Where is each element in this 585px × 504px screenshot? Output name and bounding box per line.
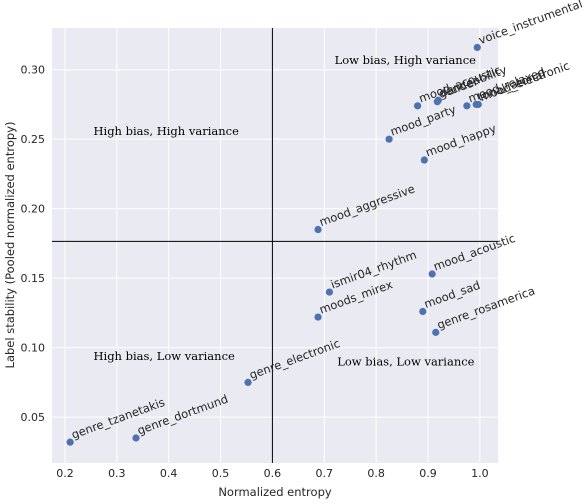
data-point	[66, 438, 74, 446]
x-tick-label: 0.4	[160, 467, 178, 480]
x-tick-label: 0.9	[419, 467, 437, 480]
quadrant-label: High bias, High variance	[93, 124, 239, 138]
reference-lines	[52, 28, 498, 463]
data-point	[314, 225, 322, 234]
x-tick-label: 0.6	[264, 467, 282, 480]
data-point	[432, 328, 440, 336]
data-point	[325, 288, 334, 296]
data-point	[433, 98, 441, 106]
data-point	[385, 135, 393, 143]
x-tick-label: 0.7	[316, 467, 334, 480]
data-point	[314, 313, 322, 321]
grid	[52, 28, 498, 463]
tick-labels: 0.2 0.3 0.4 0.5 0.6 0.7 0.8 0.9 1.0 0.05 0.10 0.15 0…	[21, 64, 489, 480]
data-point	[244, 378, 252, 386]
y-tick-label: 0.20	[21, 203, 46, 216]
data-point	[420, 156, 428, 164]
y-axis-label: Label stability (Pooled normalized entro…	[3, 122, 17, 369]
x-tick-label: 0.8	[367, 467, 385, 480]
data-point	[472, 100, 480, 109]
data-point	[414, 102, 422, 110]
x-tick-label: 0.5	[212, 467, 230, 480]
x-tick-label: 0.3	[108, 467, 126, 480]
x-axis-label: Normalized entropy	[218, 485, 332, 499]
data-point	[473, 43, 481, 52]
x-tick-label: 1.0	[471, 467, 489, 480]
y-tick-label: 0.05	[21, 411, 46, 424]
point-label: voice_instrumental	[477, 0, 585, 47]
data-points	[66, 43, 482, 446]
x-tick-label: 0.2	[56, 467, 74, 480]
y-tick-label: 0.30	[21, 64, 46, 77]
y-tick-label: 0.25	[21, 133, 46, 146]
data-point	[428, 270, 436, 278]
y-tick-label: 0.15	[21, 272, 46, 285]
quadrant-label: High bias, Low variance	[93, 349, 235, 363]
quadrant-label: Low bias, Low variance	[337, 355, 474, 369]
data-point	[463, 102, 471, 110]
data-point	[419, 307, 427, 316]
y-tick-label: 0.10	[21, 342, 46, 355]
quadrant-label: Low bias, High variance	[335, 53, 477, 67]
plot-area	[52, 28, 498, 463]
data-point	[132, 434, 140, 442]
quadrant-labels: Low bias, High variance High bias, High v…	[93, 53, 476, 369]
